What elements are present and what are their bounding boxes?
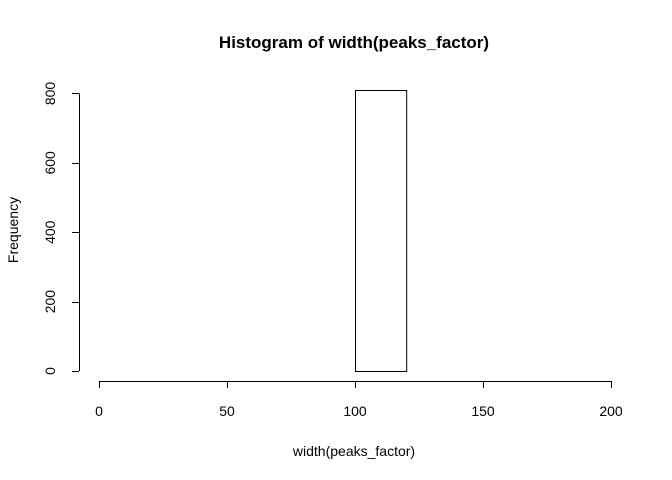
y-tick-label-600: 600 bbox=[42, 151, 58, 175]
x-axis: 0 50 100 150 200 bbox=[95, 381, 623, 419]
x-tick-label-200: 200 bbox=[599, 403, 623, 419]
y-tick-label-0: 0 bbox=[42, 367, 58, 375]
histogram-bar-0 bbox=[355, 90, 408, 372]
y-tick-label-400: 400 bbox=[42, 220, 58, 244]
x-tick-label-150: 150 bbox=[471, 403, 495, 419]
y-axis: 0 200 400 600 800 bbox=[42, 82, 80, 375]
x-axis-label: width(peaks_factor) bbox=[292, 443, 415, 459]
y-axis-label: Frequency bbox=[5, 197, 21, 263]
x-tick-label-0: 0 bbox=[95, 403, 103, 419]
chart-title: Histogram of width(peaks_factor) bbox=[219, 33, 489, 52]
y-tick-label-800: 800 bbox=[42, 82, 58, 106]
y-tick-label-200: 200 bbox=[42, 290, 58, 314]
x-tick-label-100: 100 bbox=[343, 403, 367, 419]
histogram-bars bbox=[355, 90, 408, 372]
x-tick-label-50: 50 bbox=[219, 403, 235, 419]
